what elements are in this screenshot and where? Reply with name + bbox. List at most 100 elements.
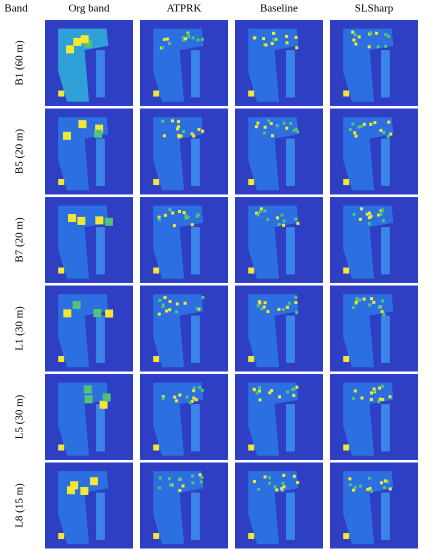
image-spot <box>58 267 65 274</box>
image-spot <box>368 486 372 490</box>
image-spot <box>292 129 296 133</box>
image-spot <box>105 309 114 318</box>
image-spot <box>292 393 296 397</box>
image-region <box>248 205 299 279</box>
band-image <box>45 374 133 460</box>
image-spot <box>294 217 298 221</box>
image-spot <box>190 399 194 403</box>
image-strip <box>381 492 390 540</box>
image-spot <box>161 304 165 308</box>
image-spot <box>104 217 113 226</box>
image-spot <box>167 41 171 45</box>
band-image <box>140 374 228 460</box>
image-spot <box>99 400 108 409</box>
column-header: SLSharp <box>355 3 394 15</box>
image-spot <box>161 119 165 123</box>
row-label: B7 (20 m) <box>14 217 26 263</box>
image-spot <box>196 38 200 42</box>
image-spot <box>178 393 182 397</box>
image-spot <box>178 489 182 493</box>
band-image <box>235 462 323 549</box>
image-spot <box>375 31 379 35</box>
image-spot <box>163 213 167 217</box>
image-spot <box>182 130 186 134</box>
image-spot <box>388 395 392 399</box>
image-spot <box>280 213 284 217</box>
image-spot <box>259 207 263 211</box>
image-spot <box>287 301 291 305</box>
image-spot <box>291 388 295 392</box>
image-spot <box>192 386 196 390</box>
image-spot <box>384 33 388 37</box>
image-spot <box>269 121 273 125</box>
image-spot <box>58 90 65 97</box>
image-spot <box>387 120 391 124</box>
image-spot <box>248 267 255 274</box>
image-spot <box>198 473 202 477</box>
image-spot <box>89 477 98 486</box>
image-strip <box>191 50 200 98</box>
image-spot <box>195 307 199 311</box>
column-header: Baseline <box>260 3 298 15</box>
image-spot <box>354 134 358 138</box>
band-image <box>45 108 133 195</box>
image-spot <box>296 481 300 485</box>
image-spot <box>58 356 65 363</box>
image-spot <box>199 480 203 484</box>
image-spot <box>353 131 357 135</box>
image-spot <box>372 300 376 304</box>
image-strip <box>191 404 200 452</box>
image-spot <box>382 130 386 134</box>
image-spot <box>195 214 199 218</box>
image-spot <box>282 223 286 227</box>
image-spot <box>256 121 260 125</box>
image-spot <box>343 444 350 451</box>
image-spot <box>188 401 192 405</box>
image-spot <box>190 474 194 478</box>
image-spot <box>294 127 298 131</box>
image-spot <box>369 214 373 218</box>
image-spot <box>181 36 185 40</box>
image-spot <box>262 37 266 41</box>
image-spot <box>368 303 372 307</box>
image-spot <box>285 41 289 45</box>
image-spot <box>157 215 161 219</box>
image-spot <box>351 305 355 309</box>
image-spot <box>84 39 93 48</box>
image-spot <box>72 301 81 310</box>
image-spot <box>360 207 364 211</box>
image-spot <box>354 300 358 304</box>
image-spot <box>357 35 361 39</box>
image-spot <box>389 132 393 136</box>
band-image <box>330 462 418 549</box>
image-spot <box>95 124 104 133</box>
image-spot <box>94 129 103 138</box>
image-spot <box>182 38 186 42</box>
image-spot <box>165 309 169 313</box>
band-image <box>140 197 228 283</box>
image-strip <box>96 50 105 98</box>
image-spot <box>348 128 352 132</box>
image-spot <box>183 301 187 305</box>
image-spot <box>157 217 161 221</box>
image-strip <box>96 138 105 186</box>
image-spot <box>158 298 162 302</box>
image-strip <box>191 227 200 275</box>
image-spot <box>95 216 104 225</box>
image-spot <box>282 473 286 477</box>
image-spot <box>294 35 298 39</box>
image-spot <box>362 122 366 126</box>
image-spot <box>263 209 267 213</box>
image-spot <box>272 31 276 35</box>
image-spot <box>383 486 387 490</box>
image-spot <box>270 388 274 392</box>
image-spot <box>257 487 261 491</box>
image-spot <box>184 213 188 217</box>
image-spot <box>197 307 201 311</box>
image-spot <box>254 125 258 129</box>
band-image <box>235 197 323 283</box>
image-spot <box>348 483 352 487</box>
image-spot <box>175 127 179 131</box>
image-spot <box>370 489 374 493</box>
image-spot <box>372 389 376 393</box>
